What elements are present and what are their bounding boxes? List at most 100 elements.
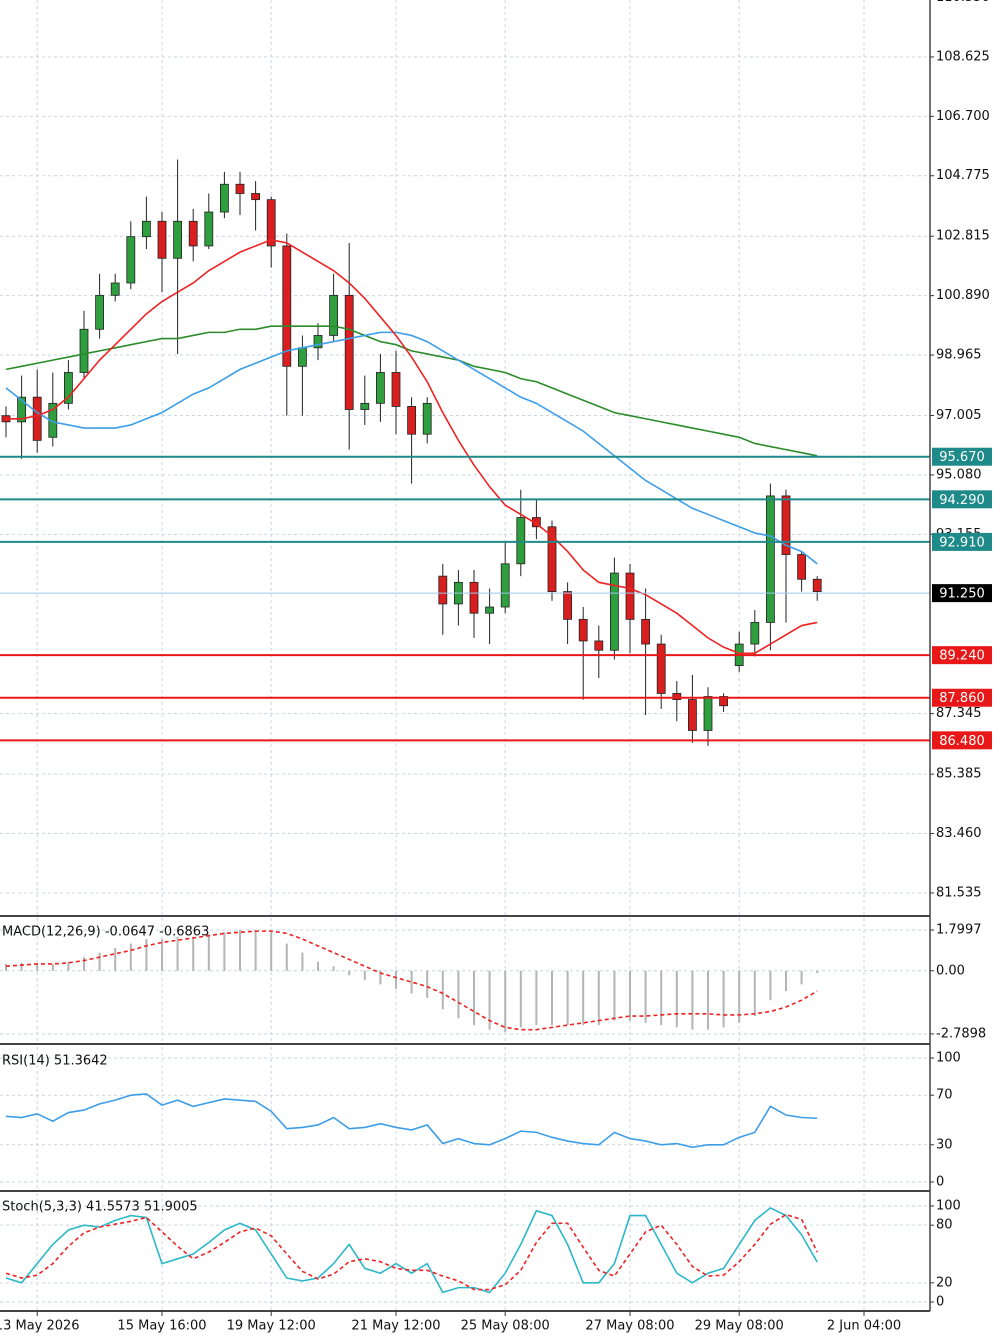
candle-body: [422, 402, 432, 435]
candle-body: [594, 640, 604, 651]
candle-body: [64, 372, 73, 404]
candle-body: [485, 606, 495, 614]
panel-title: RSI(14) 51.3642: [2, 1054, 108, 1069]
candle-body: [719, 696, 728, 707]
macd-bar: [317, 961, 319, 971]
x-tick-label: 29 May 08:00: [695, 1319, 784, 1334]
candle-body: [641, 618, 650, 645]
candle-body: [703, 696, 713, 731]
y-tick-label: 20: [936, 1275, 953, 1290]
y-tick-label: 83.460: [936, 826, 982, 841]
macd-bar: [816, 970, 819, 974]
candle-body: [157, 220, 167, 259]
candle-body: [500, 563, 510, 608]
candle-body: [547, 526, 557, 592]
macd-bar: [769, 970, 772, 1001]
macd-bar: [551, 970, 553, 1026]
macd-bar: [114, 948, 117, 971]
macd-bar: [129, 943, 132, 971]
y-tick-label: 100.890: [936, 288, 990, 303]
level-label-box: [932, 688, 992, 707]
macd-bar: [488, 970, 491, 1030]
y-tick-label: 85.385: [936, 767, 982, 782]
candle-body: [95, 294, 104, 330]
y-tick-label: 0: [936, 1174, 944, 1189]
level-label-box: [932, 490, 992, 509]
y-tick-label: 100: [936, 1051, 961, 1066]
level-label: 95.670: [939, 450, 985, 465]
macd-bar: [36, 963, 39, 971]
candle-body: [610, 572, 619, 651]
y-tick-label: 100: [936, 1198, 961, 1213]
indicator-line: [5, 1093, 818, 1149]
x-tick-label: 2 Jun 04:00: [827, 1319, 901, 1334]
y-tick-label: 110.550: [936, 0, 990, 5]
macd-bar: [613, 970, 616, 1021]
macd-bar: [20, 962, 23, 971]
macd-bar: [566, 970, 569, 1026]
indicator-line: [6, 238, 818, 655]
macd-bar: [348, 970, 351, 976]
macd-bar: [644, 970, 647, 1023]
candle-body: [578, 618, 588, 642]
macd-bar: [176, 936, 179, 971]
candle-body: [688, 699, 697, 731]
macd-bar: [441, 970, 444, 1010]
candle-body: [266, 199, 276, 247]
candle-body: [126, 236, 136, 284]
indicator-line: [5, 1213, 818, 1291]
y-tick-label: -2.7898: [936, 1026, 986, 1041]
macd-bar: [504, 970, 507, 1032]
candle-body: [17, 396, 27, 423]
x-tick-label: 27 May 08:00: [585, 1319, 674, 1334]
macd-bar: [785, 970, 787, 992]
macd-bar: [395, 970, 397, 989]
macd-bar: [301, 952, 304, 971]
macd-bar: [722, 970, 725, 1028]
candle-body: [235, 183, 245, 194]
macd-bar: [285, 943, 288, 971]
macd-bar: [738, 970, 741, 1023]
y-tick-label: 30: [936, 1137, 953, 1152]
y-tick-label: 108.625: [936, 49, 990, 64]
candle-body: [32, 396, 42, 441]
candle-body: [204, 211, 214, 247]
y-tick-label: 0: [936, 1295, 944, 1310]
macd-bar: [457, 970, 460, 1019]
candle-body: [797, 554, 806, 580]
candle-body: [469, 581, 479, 614]
panel-title: Stoch(5,3,3) 41.5573 51.9005: [2, 1200, 198, 1215]
x-tick-label: 25 May 08:00: [461, 1319, 550, 1334]
candle-body: [110, 282, 120, 296]
macd-bar: [83, 957, 85, 971]
macd-bar: [582, 970, 585, 1026]
y-tick-label: 97.005: [936, 408, 982, 423]
candle-body: [438, 575, 448, 605]
candle-body: [360, 402, 370, 410]
y-tick-label: 0.00: [936, 963, 965, 978]
y-tick-label: 70: [936, 1088, 953, 1103]
y-tick-label: 104.775: [936, 168, 990, 183]
macd-bar: [629, 970, 631, 1021]
candle-body: [219, 183, 229, 213]
level-label: 89.240: [939, 649, 985, 664]
level-label: 92.910: [939, 535, 985, 550]
candle-body: [344, 294, 354, 410]
candle-body: [516, 517, 526, 565]
macd-bar: [98, 952, 101, 971]
indicator-line: [5, 325, 818, 457]
candle-body: [625, 572, 635, 620]
candle-body: [766, 495, 775, 623]
macd-bar: [161, 939, 163, 971]
x-tick-label: 15 May 16:00: [117, 1319, 206, 1334]
y-tick-label: 95.080: [936, 467, 982, 482]
indicator-line: [5, 930, 818, 1031]
level-label: 91.250: [939, 587, 985, 602]
level-label-box: [932, 447, 992, 466]
macd-bar: [800, 970, 803, 985]
level-label: 94.290: [939, 493, 985, 508]
candle-body: [656, 643, 666, 694]
macd-bar: [239, 930, 241, 971]
indicator-line: [5, 331, 818, 565]
